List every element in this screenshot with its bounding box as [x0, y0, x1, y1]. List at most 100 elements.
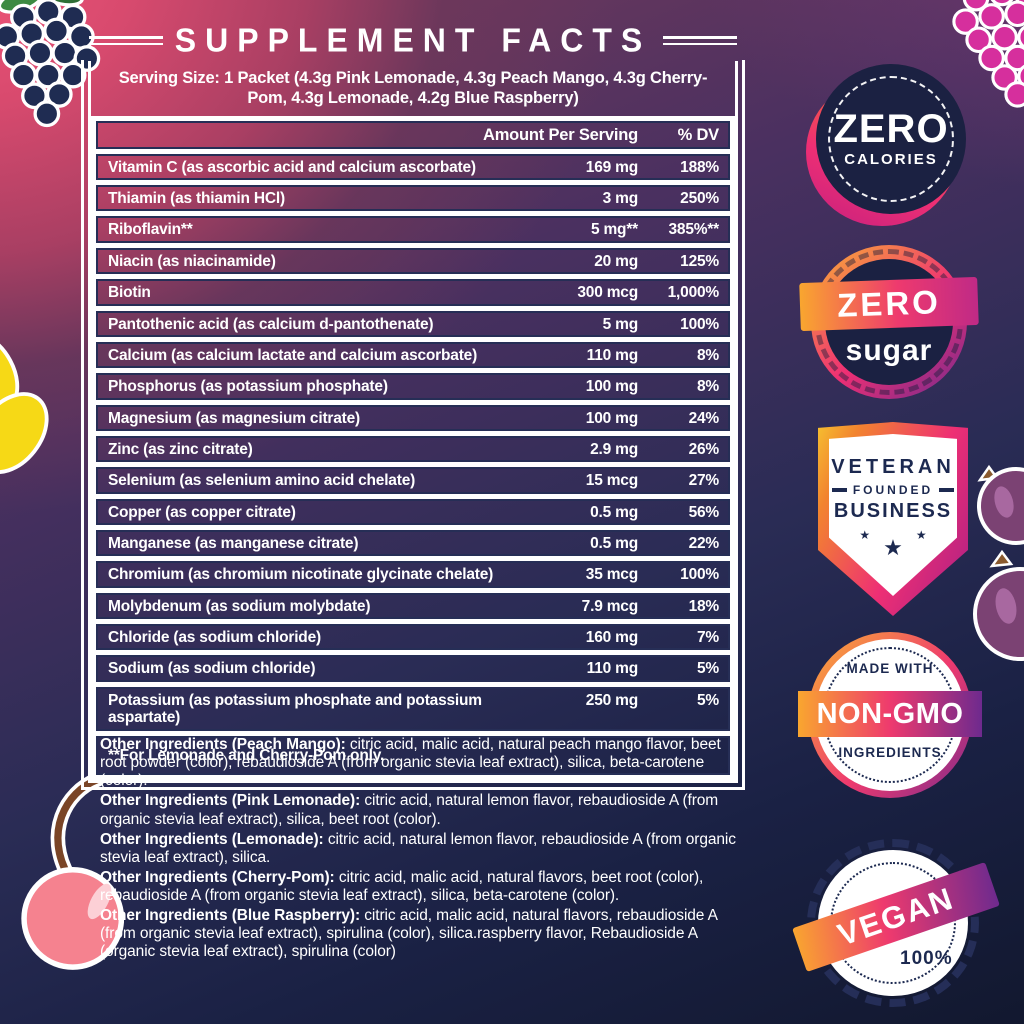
title-rule-left: [89, 36, 163, 45]
panel-frame: Serving Size: 1 Packet (4.3g Pink Lemona…: [81, 60, 745, 790]
ingredients-text: citric acid, malic acid, natural flavors…: [100, 907, 718, 961]
title-rule-right: [663, 36, 737, 45]
nutrient-name: Calcium (as calcium lactate and calcium …: [108, 346, 478, 364]
table-row: Molybdenum (as sodium molybdate) 7.9 mcg…: [96, 592, 730, 620]
serving-size-text: Serving Size: 1 Packet (4.3g Pink Lemona…: [118, 69, 708, 108]
nutrient-dv: 8%: [696, 378, 719, 396]
nutrient-amount: 100 mg: [585, 409, 638, 427]
nutrient-amount: 100 mg: [585, 378, 638, 396]
nutrient-amount: 300 mcg: [577, 284, 638, 302]
nutrient-amount: 5 mg: [602, 315, 639, 333]
zero-calories-bottom-label: CALORIES: [844, 151, 938, 168]
vegan-badge-icon: VEGAN 100%: [792, 839, 1000, 1007]
nutrient-amount: 20 mg: [594, 252, 638, 270]
nutrient-name: Chloride (as sodium chloride): [108, 629, 321, 647]
nutrient-name: Vitamin C (as ascorbic acid and calcium …: [108, 158, 476, 176]
nutrient-name: Magnesium (as magnesium citrate): [108, 409, 361, 427]
nutrient-dv: 385%**: [668, 221, 719, 239]
veteran-label: VETERAN: [831, 456, 955, 478]
nutrient-dv: 18%: [688, 597, 720, 615]
nutrient-amount: 5 mg**: [590, 221, 638, 239]
business-label: BUSINESS: [833, 500, 953, 522]
footnote-row: **For Lemonade and Cherry-Pom only.: [96, 735, 730, 775]
vegan-percent-label: 100%: [900, 948, 953, 969]
footnote-text: **For Lemonade and Cherry-Pom only.: [108, 746, 385, 764]
founded-label: FOUNDED: [852, 483, 934, 497]
nutrient-amount: 0.5 mg: [590, 503, 638, 521]
panel-title: SUPPLEMENT FACTS: [174, 21, 652, 59]
nutrient-dv: 7%: [696, 629, 719, 647]
star-icon: ★: [859, 528, 871, 542]
nutrient-amount: 2.9 mg: [590, 440, 638, 458]
nutrient-name: Niacin (as niacinamide): [108, 252, 276, 270]
nutrient-dv: 100%: [680, 315, 719, 333]
table-row: Potassium (as potassium phosphate and po…: [96, 686, 730, 731]
nutrient-dv: 5%: [696, 691, 719, 709]
ingredients-flavor-label: Other Ingredients (Pink Lemonade):: [100, 792, 361, 810]
table-row: Manganese (as manganese citrate) 0.5 mg …: [96, 530, 730, 557]
table-row: Chloride (as sodium chloride) 160 mg 7%: [96, 624, 730, 651]
zero-sugar-badge-icon: ZERO sugar: [799, 242, 979, 402]
non-gmo-badge-icon: MADE WITH NON-GMO INGREDIENTS: [798, 632, 982, 798]
non-gmo-ribbon: NON-GMO: [798, 691, 982, 737]
ingredients-flavor-label: Other Ingredients (Peach Mango):: [100, 736, 346, 753]
nutrient-name: Potassium (as potassium phosphate and po…: [108, 691, 482, 727]
star-icon: ★: [883, 535, 903, 560]
column-header-amount: Amount Per Serving: [482, 126, 638, 145]
zero-calories-top-label: ZERO: [833, 107, 949, 151]
other-ingredients-paragraph: Other Ingredients (Cherry-Pom): citric a…: [100, 869, 750, 905]
ingredients-text: citric acid, natural lemon flavor, rebau…: [100, 830, 736, 866]
table-row: Thiamin (as thiamin HCl) 3 mg 250%: [96, 185, 730, 212]
table-row: Phosphorus (as potassium phosphate) 100 …: [96, 373, 730, 400]
dotted-ring: [828, 76, 954, 202]
table-row: Selenium (as selenium amino acid chelate…: [96, 467, 730, 494]
table-row: Vitamin C (as ascorbic acid and calcium …: [96, 153, 730, 181]
nutrient-name: Sodium (as sodium chloride): [108, 660, 316, 678]
ingredients-label: INGREDIENTS: [838, 745, 942, 760]
other-ingredients-section: Other Ingredients (Peach Mango): citric …: [100, 736, 750, 964]
ingredients-flavor-label: Other Ingredients (Blue Raspberry):: [100, 907, 361, 925]
made-with-label: MADE WITH: [846, 661, 934, 676]
nutrient-dv: 125%: [680, 252, 719, 270]
ingredients-flavor-label: Other Ingredients (Lemonade):: [100, 830, 324, 848]
ingredients-text: citric acid, malic acid, natural peach m…: [100, 736, 721, 790]
nutrient-dv: 100%: [680, 566, 719, 584]
other-ingredients-paragraph: Other Ingredients (Blue Raspberry): citr…: [100, 907, 750, 961]
nutrient-amount: 250 mg: [585, 691, 638, 709]
stars-row: ★ ★ ★: [859, 528, 927, 560]
nutrient-dv: 5%: [696, 660, 719, 678]
table-row: Calcium (as calcium lactate and calcium …: [96, 341, 730, 369]
table-row: Biotin 300 mcg 1,000%: [96, 279, 730, 306]
nutrient-amount: 169 mg: [585, 158, 638, 176]
nutrient-dv: 22%: [688, 535, 720, 553]
dash-left: [831, 488, 847, 492]
nutrient-name: Thiamin (as thiamin HCl): [108, 190, 285, 208]
column-header-dv: % DV: [677, 126, 720, 145]
veteran-founded-business-badge-icon: VETERAN FOUNDED BUSINESS ★ ★ ★: [818, 422, 968, 616]
nutrient-dv: 56%: [688, 503, 720, 521]
ingredients-flavor-label: Other Ingredients (Cherry-Pom):: [100, 868, 335, 886]
nutrient-amount: 7.9 mcg: [581, 597, 639, 615]
other-ingredients-paragraph: Other Ingredients (Lemonade): citric aci…: [100, 831, 750, 867]
nutrient-amount: 110 mg: [586, 346, 639, 364]
nutrient-dv: 27%: [688, 472, 720, 490]
table-row: Copper (as copper citrate) 0.5 mg 56%: [96, 498, 730, 526]
table-row: Pantothenic acid (as calcium d-pantothen…: [96, 310, 730, 337]
nutrient-name: Molybdenum (as sodium molybdate): [108, 597, 371, 615]
nutrient-name: Chromium (as chromium nicotinate glycina…: [108, 566, 494, 584]
nutrient-name: Biotin: [108, 284, 151, 302]
nutrient-dv: 188%: [680, 158, 719, 176]
star-icon: ★: [915, 528, 927, 542]
nutrient-amount: 15 mcg: [585, 472, 638, 490]
nutrient-amount: 3 mg: [602, 190, 639, 208]
nutrient-name: Phosphorus (as potassium phosphate): [108, 378, 388, 396]
nutrient-amount: 35 mcg: [585, 566, 638, 584]
lemon-wedge-icon: [0, 332, 49, 475]
nutrient-dv: 26%: [688, 440, 720, 458]
nutrient-dv: 1,000%: [667, 284, 720, 302]
nutrient-name: Riboflavin**: [108, 221, 193, 239]
other-ingredients-paragraph: Other Ingredients (Pink Lemonade): citri…: [100, 792, 750, 828]
nutrient-name: Pantothenic acid (as calcium d-pantothen…: [108, 315, 434, 333]
nutrient-name: Zinc (as zinc citrate): [108, 440, 253, 458]
zero-calories-badge-icon: ZERO CALORIES: [806, 62, 970, 226]
